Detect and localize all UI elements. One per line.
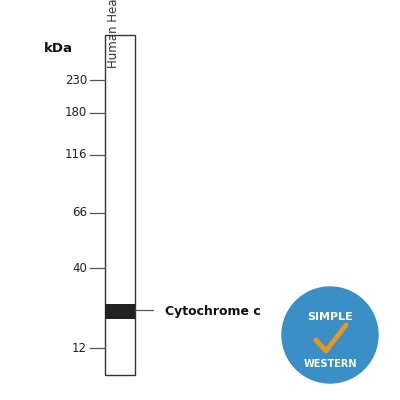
- Text: 116: 116: [64, 148, 87, 162]
- Text: Human Heart: Human Heart: [107, 0, 120, 68]
- Text: WESTERN: WESTERN: [303, 359, 357, 369]
- Text: 180: 180: [65, 106, 87, 120]
- Circle shape: [282, 287, 378, 383]
- Bar: [105, 35, 135, 375]
- Text: kDa: kDa: [44, 42, 72, 55]
- Text: 230: 230: [65, 74, 87, 86]
- Bar: [105, 304, 135, 319]
- Text: 66: 66: [72, 206, 87, 220]
- Text: 12: 12: [72, 342, 87, 354]
- Text: SIMPLE: SIMPLE: [307, 312, 353, 322]
- Text: 40: 40: [72, 262, 87, 274]
- Text: Cytochrome c: Cytochrome c: [165, 304, 261, 318]
